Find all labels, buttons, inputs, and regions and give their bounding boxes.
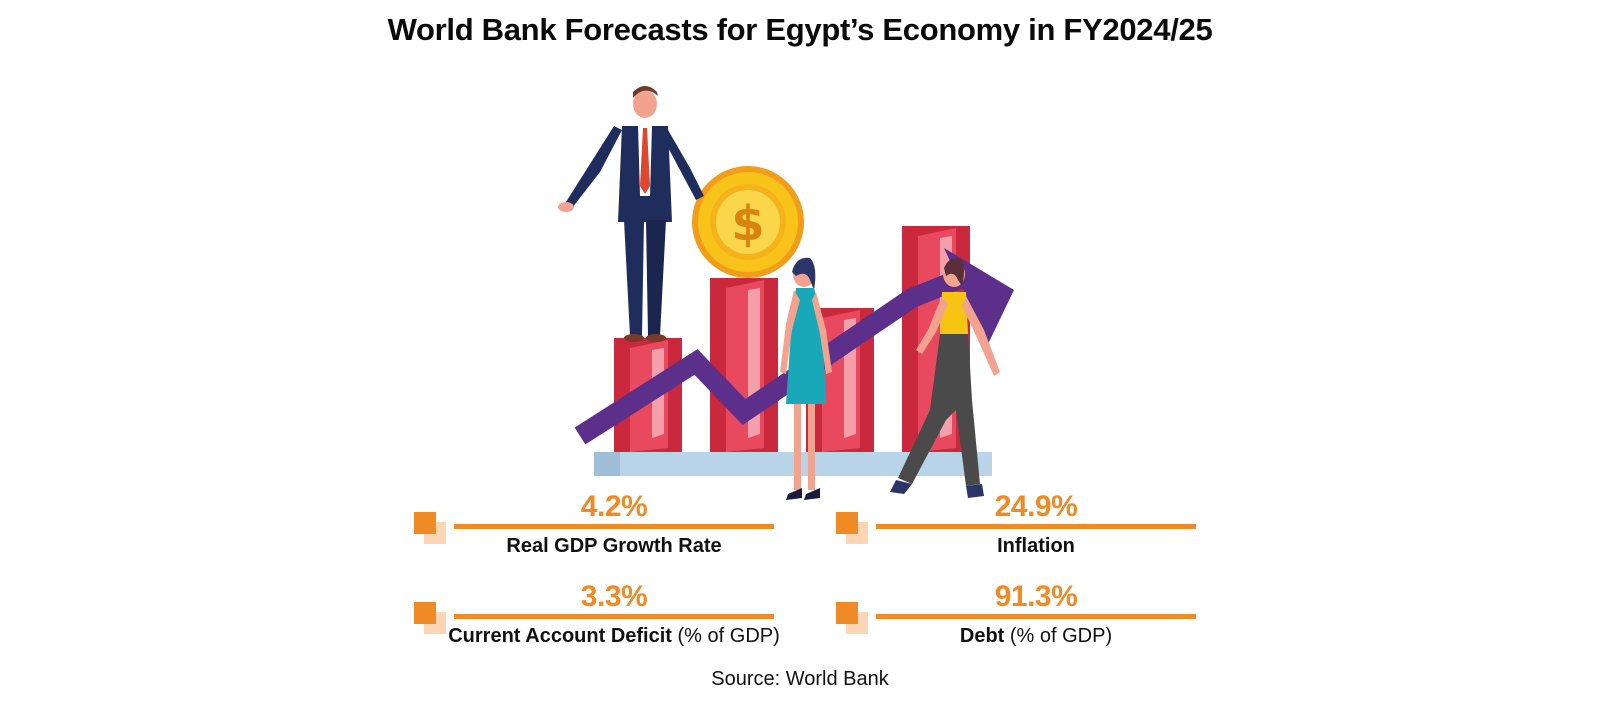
- square-marker-icon: [414, 512, 450, 548]
- stat-label: Current Account Deficit (% of GDP): [448, 625, 780, 647]
- stat-inflation: 24.9% Inflation: [836, 490, 1216, 570]
- svg-text:$: $: [731, 196, 764, 252]
- stat-current-account-deficit: 3.3% Current Account Deficit (% of GDP): [414, 580, 794, 660]
- stat-debt: 91.3% Debt (% of GDP): [836, 580, 1216, 660]
- base-platform: [594, 452, 992, 476]
- stat-value: 91.3%: [994, 580, 1078, 613]
- stat-real-gdp-growth: 4.2% Real GDP Growth Rate: [414, 490, 794, 570]
- walking-woman-icon: [890, 258, 1000, 498]
- businessman-icon: [558, 86, 704, 342]
- dollar-coin-icon: $: [692, 166, 804, 278]
- stat-value: 3.3%: [580, 580, 648, 613]
- square-marker-icon: [836, 602, 872, 638]
- square-marker-icon: [836, 512, 872, 548]
- stat-label: Debt (% of GDP): [959, 625, 1113, 647]
- divider: [454, 524, 774, 529]
- stat-value: 24.9%: [994, 490, 1078, 523]
- divider: [876, 614, 1196, 619]
- bar-graphic-2: [710, 278, 778, 452]
- stat-label: Real GDP Growth Rate: [506, 535, 722, 557]
- divider: [876, 524, 1196, 529]
- source-note: Source: World Bank: [711, 668, 889, 690]
- square-marker-icon: [414, 602, 450, 638]
- page-title: World Bank Forecasts for Egypt’s Economy…: [387, 12, 1213, 47]
- businesswoman-icon: [780, 257, 832, 500]
- stat-label: Inflation: [997, 535, 1075, 557]
- divider: [454, 614, 774, 619]
- stat-value: 4.2%: [580, 490, 648, 523]
